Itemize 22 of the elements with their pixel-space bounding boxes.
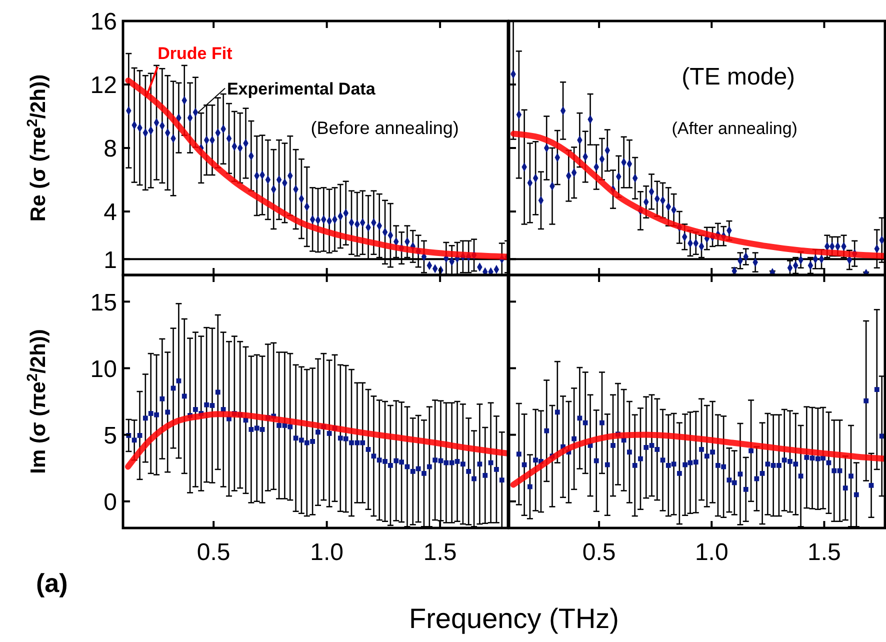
y-tick-label: 8	[104, 136, 117, 163]
x-tick-label: 0.5	[196, 539, 230, 566]
x-tick-label: 1.5	[808, 539, 841, 566]
y-tick-label: 5	[104, 422, 117, 450]
series-label: Drude Fit	[158, 44, 233, 64]
y-tick-label: 16	[90, 8, 117, 36]
annotation: (TE mode)	[682, 64, 796, 90]
x-axis-title: Frequency (THz)	[408, 603, 620, 634]
annotation: (After annealing)	[672, 119, 798, 138]
x-tick-label: 1.0	[694, 539, 728, 566]
y-tick-label: 15	[90, 289, 117, 316]
x-tick-label: 1.5	[423, 539, 457, 566]
y-tick-label: 4	[104, 199, 117, 226]
x-tick-label: 0.5	[582, 539, 616, 566]
y-tick-label: 0	[104, 489, 117, 516]
y-tick-label: 12	[90, 72, 117, 100]
x-tick-label: 1.0	[310, 539, 344, 566]
series-label: Experimental Data	[226, 80, 376, 99]
annotation: (Before annealing)	[310, 118, 459, 138]
y-tick-label: 1	[104, 246, 117, 274]
text: (a)	[36, 568, 68, 598]
y-tick-label: 10	[90, 356, 117, 383]
